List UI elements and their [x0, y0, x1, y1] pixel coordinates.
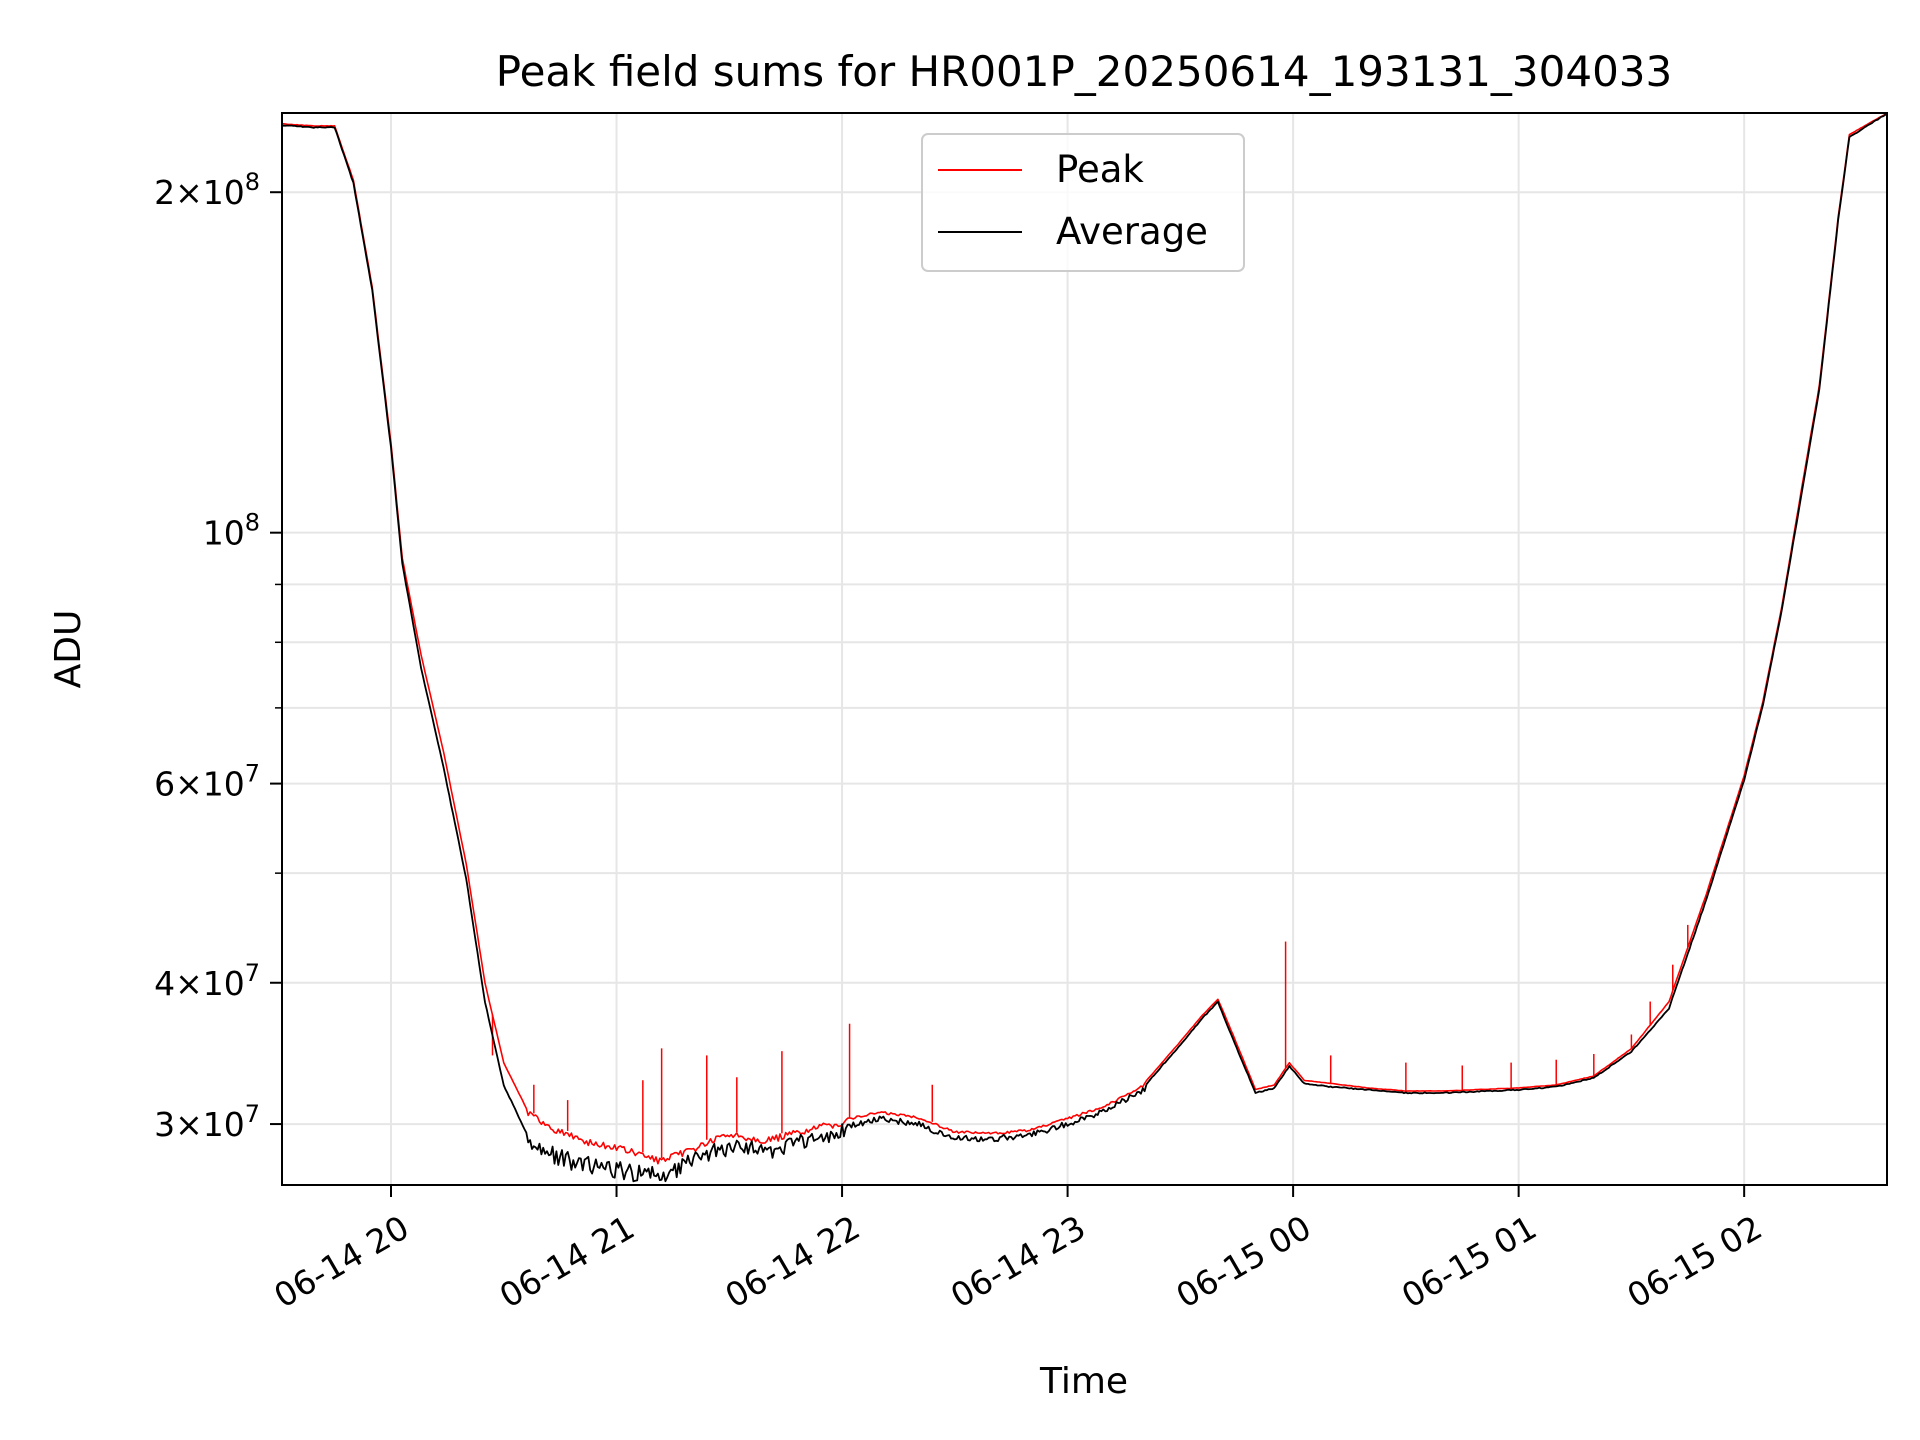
series-spikes-peak — [491, 924, 1689, 1158]
legend-label-peak: Peak — [1056, 148, 1144, 191]
y-axis: 3×107 4×107 6×107 108 2×108 — [154, 168, 282, 1144]
y-tick-label: 4×107 — [154, 959, 260, 1003]
plot-area — [282, 113, 1887, 1183]
chart-title: Peak field sums for HR001P_20250614_1931… — [496, 47, 1673, 96]
y-tick-label: 3×107 — [154, 1100, 260, 1144]
y-tick-label: 108 — [203, 509, 260, 553]
series-line-average — [282, 113, 1887, 1183]
legend-label-average: Average — [1056, 210, 1208, 253]
series-line-peak — [282, 113, 1887, 1165]
grid — [282, 113, 1887, 1185]
x-axis-label: Time — [1039, 1361, 1128, 1402]
y-tick-label: 6×107 — [154, 760, 260, 804]
y-axis-label: ADU — [48, 610, 89, 689]
plot-frame — [281, 112, 1888, 1186]
y-tick-label: 2×108 — [154, 168, 260, 212]
legend: Peak Average — [921, 133, 1245, 272]
legend-box — [921, 133, 1245, 272]
